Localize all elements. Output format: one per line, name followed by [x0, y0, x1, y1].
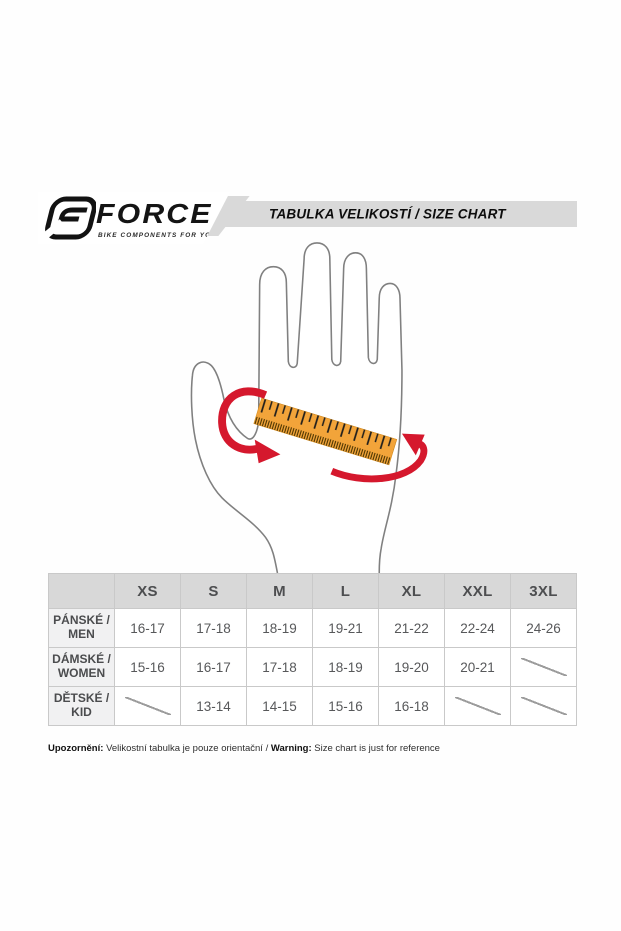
cell-men-xs: 16-17 — [114, 608, 181, 648]
force-tagline: BIKE COMPONENTS FOR YOU — [98, 232, 217, 239]
warning-label-en: Warning: — [270, 742, 312, 754]
force-wordmark: FORCE — [96, 198, 213, 229]
page-title: TABULKA VELIKOSTÍ / SIZE CHART — [269, 206, 506, 222]
table-row-kid: DĚTSKÉ / KID 13-14 14-15 15-16 16-18 — [48, 686, 577, 726]
cell-men-l: 19-21 — [312, 608, 379, 648]
cell-kid-s: 13-14 — [180, 686, 247, 726]
col-xs: XS — [114, 573, 181, 609]
cell-men-xxl: 22-24 — [444, 608, 511, 648]
col-l: L — [312, 573, 379, 609]
cell-women-3xl — [510, 647, 577, 687]
not-available-slash — [454, 697, 501, 715]
cell-men-m: 18-19 — [246, 608, 313, 648]
warning-note: Upozornění: Velikostní tabulka je pouze … — [48, 743, 440, 754]
wrap-arrow-right — [330, 433, 428, 483]
row-label-kid: DĚTSKÉ / KID — [48, 686, 115, 726]
cell-women-s: 16-17 — [180, 647, 247, 687]
cell-women-m: 17-18 — [246, 647, 313, 687]
cell-women-xl: 19-20 — [378, 647, 445, 687]
cell-women-xs: 15-16 — [114, 647, 181, 687]
warning-text-en: Size chart is just for reference — [314, 742, 440, 754]
force-f-icon — [42, 196, 96, 244]
cell-men-3xl: 24-26 — [510, 608, 577, 648]
size-table: XS S M L XL XXL 3XL PÁNSKÉ / MEN 16-17 1… — [48, 573, 577, 726]
cell-men-xl: 21-22 — [378, 608, 445, 648]
cell-women-l: 18-19 — [312, 647, 379, 687]
not-available-slash — [520, 697, 567, 715]
col-xl: XL — [378, 573, 445, 609]
col-3xl: 3XL — [510, 573, 577, 609]
row-label-men: PÁNSKÉ / MEN — [48, 608, 115, 648]
table-header-row: XS S M L XL XXL 3XL — [48, 573, 577, 609]
col-m: M — [246, 573, 313, 609]
wrap-arrow-left — [218, 387, 281, 464]
cell-kid-xl: 16-18 — [378, 686, 445, 726]
not-available-slash — [520, 658, 567, 676]
cell-kid-xxl — [444, 686, 511, 726]
cell-men-s: 17-18 — [180, 608, 247, 648]
table-row-men: PÁNSKÉ / MEN 16-17 17-18 18-19 19-21 21-… — [48, 608, 577, 648]
col-s: S — [180, 573, 247, 609]
corner-cell — [48, 573, 115, 609]
hand-measure-illustration — [165, 237, 465, 574]
warning-label-cs: Upozornění: — [48, 742, 104, 754]
cell-kid-m: 14-15 — [246, 686, 313, 726]
hand-outline — [190, 242, 403, 574]
cell-kid-3xl — [510, 686, 577, 726]
cell-kid-xs — [114, 686, 181, 726]
not-available-slash — [124, 697, 171, 715]
table-row-women: DÁMSKÉ / WOMEN 15-16 16-17 17-18 18-19 1… — [48, 647, 577, 687]
warning-separator: / — [265, 742, 269, 754]
measuring-ruler — [253, 397, 398, 466]
force-logo: FORCE BIKE COMPONENTS FOR YOU — [38, 192, 230, 244]
col-xxl: XXL — [444, 573, 511, 609]
cell-kid-l: 15-16 — [312, 686, 379, 726]
warning-text-cs: Velikostní tabulka je pouze orientační — [106, 742, 263, 754]
cell-women-xxl: 20-21 — [444, 647, 511, 687]
row-label-women: DÁMSKÉ / WOMEN — [48, 647, 115, 687]
